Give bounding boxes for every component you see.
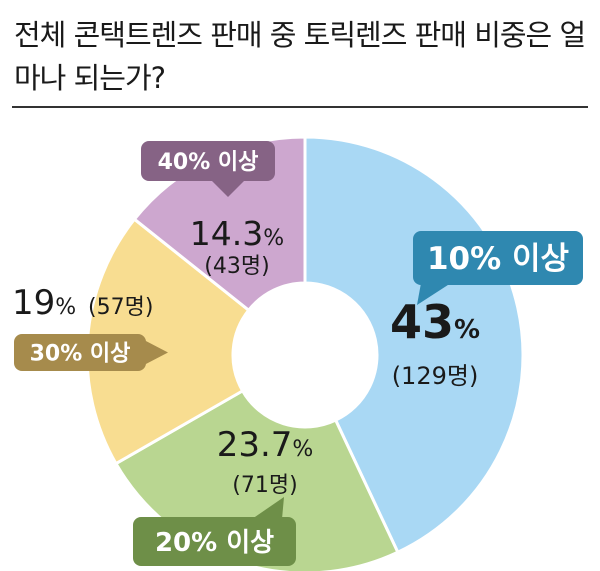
slice-tag-2: 30% 이상 xyxy=(14,334,168,371)
slice-count-1: (71명) xyxy=(232,473,297,498)
slice-value-1: 23.7% xyxy=(217,425,314,465)
slice-value-2: 19% xyxy=(12,283,76,323)
slice-tag-label-1: 20% 이상 xyxy=(155,528,274,558)
slice-tag-label-2: 30% 이상 xyxy=(30,341,131,366)
slice-2 xyxy=(85,217,251,466)
slice-tag-label-3: 40% 이상 xyxy=(158,150,259,175)
slice-value-3: 14.3% xyxy=(190,214,284,253)
slice-tag-label-0: 10% 이상 xyxy=(427,241,569,277)
slice-tag-1: 20% 이상 xyxy=(133,497,296,566)
chart-title: 전체 콘택트렌즈 판매 중 토릭렌즈 판매 비중은 얼마나 되는가? xyxy=(14,18,586,95)
slice-count-3: (43명) xyxy=(204,254,269,279)
slice-count-0: (129명) xyxy=(392,362,479,390)
slice-value-0: 43% xyxy=(390,295,480,349)
title-divider xyxy=(12,106,588,108)
slice-count-2: (57명) xyxy=(88,295,153,320)
slice-tag-3: 40% 이상 xyxy=(141,141,275,197)
slice-tag-0: 10% 이상 xyxy=(413,231,583,305)
